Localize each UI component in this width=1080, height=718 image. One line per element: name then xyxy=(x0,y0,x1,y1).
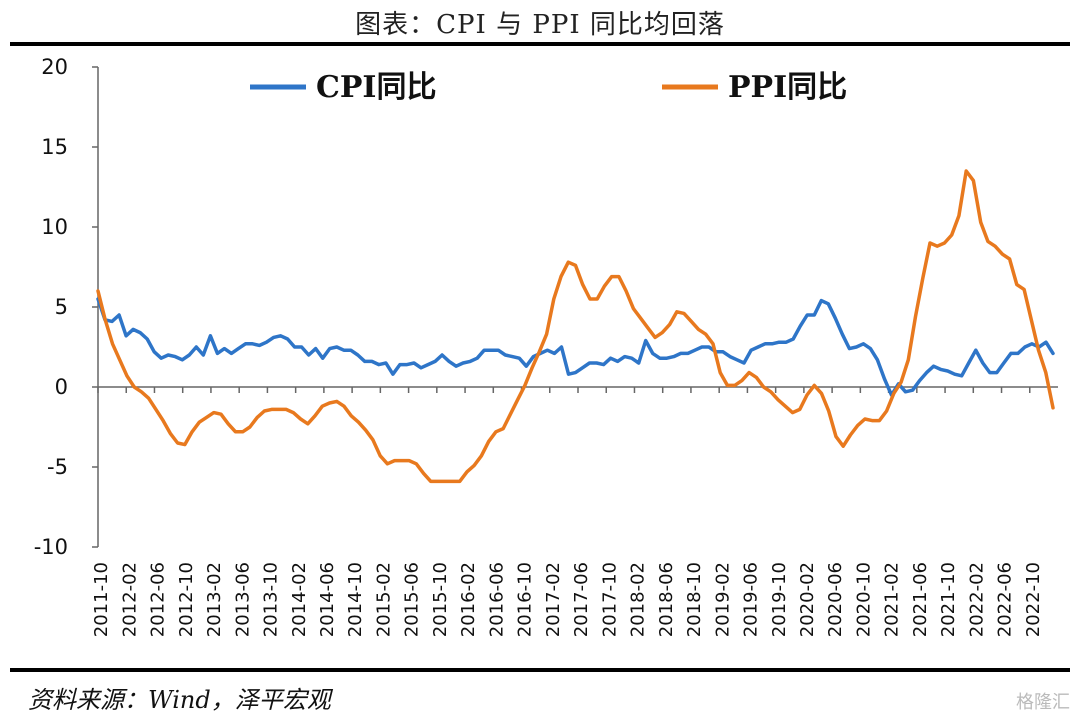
line-chart: 20 15 10 5 0 -5 -10 2011-10 2012-02 2012-06 2012-… xyxy=(34,55,1058,637)
x-tick-label: 2021-10 xyxy=(938,562,959,637)
x-tick-label: 2019-02 xyxy=(712,562,733,637)
x-tick-label: 2012-02 xyxy=(119,562,140,637)
x-tick-label: 2013-10 xyxy=(261,562,282,637)
x-tick-label: 2015-06 xyxy=(402,562,423,637)
y-tick-label: -5 xyxy=(47,455,68,479)
y-tick-label: 0 xyxy=(55,375,68,399)
watermark: 格隆汇 xyxy=(1016,692,1070,713)
bottom-rule xyxy=(10,668,1070,672)
y-tick-label: 10 xyxy=(41,215,68,239)
x-tick-label: 2012-06 xyxy=(148,562,169,637)
y-tick-label: 5 xyxy=(55,295,68,319)
y-tick-label: -10 xyxy=(34,535,68,559)
x-tick-label: 2014-06 xyxy=(317,562,338,637)
x-tick-label: 2011-10 xyxy=(91,562,112,637)
x-tick-label: 2013-06 xyxy=(232,562,253,637)
x-tick-label: 2022-10 xyxy=(1023,562,1044,637)
x-tick-label: 2021-06 xyxy=(910,562,931,637)
legend: CPI同比 PPI同比 xyxy=(250,70,847,105)
x-tick-label: 2015-02 xyxy=(373,562,394,637)
x-tick-label: 2013-02 xyxy=(204,562,225,637)
top-rule xyxy=(10,42,1070,46)
x-tick-label: 2016-10 xyxy=(515,562,536,637)
x-tick-label: 2020-06 xyxy=(825,562,846,637)
x-tick-label: 2020-02 xyxy=(797,562,818,637)
x-tick-label: 2014-02 xyxy=(289,562,310,637)
x-tick-label: 2019-06 xyxy=(741,562,762,637)
x-tick-label: 2016-06 xyxy=(486,562,507,637)
source-note: 资料来源：Wind，泽平宏观 xyxy=(28,686,331,714)
series-lines xyxy=(96,169,1055,484)
x-tick-label: 2016-02 xyxy=(458,562,479,637)
x-tick-label: 2022-06 xyxy=(995,562,1016,637)
x-tick-label: 2018-02 xyxy=(628,562,649,637)
x-tick-label: 2020-10 xyxy=(853,562,874,637)
series-line-ppi xyxy=(96,169,1055,484)
legend-label-ppi: PPI同比 xyxy=(728,70,847,105)
y-tick-label: 20 xyxy=(41,55,68,79)
x-tick-label: 2018-06 xyxy=(656,562,677,637)
x-tick-label: 2015-10 xyxy=(430,562,451,637)
x-axis-ticks: 2011-10 2012-02 2012-06 2012-10 2013-02 2013-… xyxy=(91,387,1044,637)
y-tick-label: 15 xyxy=(41,135,68,159)
y-axis-ticks: 20 15 10 5 0 -5 -10 xyxy=(34,55,98,559)
axes xyxy=(97,67,1058,547)
x-tick-label: 2018-10 xyxy=(684,562,705,637)
x-tick-label: 2017-10 xyxy=(599,562,620,637)
x-tick-label: 2021-02 xyxy=(882,562,903,637)
x-tick-label: 2017-02 xyxy=(543,562,564,637)
x-tick-label: 2022-02 xyxy=(966,562,987,637)
x-tick-label: 2014-10 xyxy=(345,562,366,637)
chart-title: 图表：CPI 与 PPI 同比均回落 xyxy=(355,10,725,40)
x-tick-label: 2012-10 xyxy=(176,562,197,637)
x-tick-label: 2019-10 xyxy=(769,562,790,637)
legend-label-cpi: CPI同比 xyxy=(316,70,436,105)
x-tick-label: 2017-06 xyxy=(571,562,592,637)
